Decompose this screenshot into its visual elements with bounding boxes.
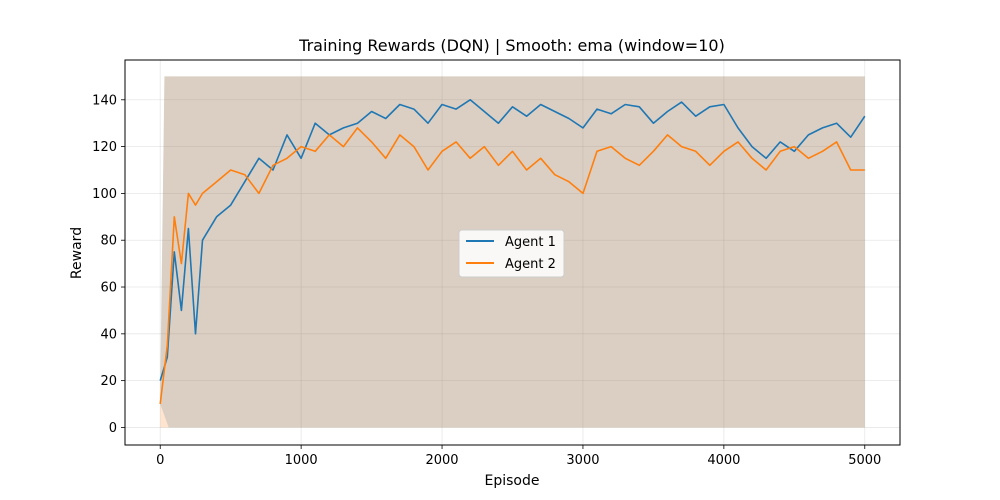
series-line-agent-2 bbox=[159, 127, 865, 405]
smoothed-lines bbox=[159, 99, 866, 405]
x-axis-label: Episode bbox=[485, 473, 540, 489]
y-axis-ticks: 0 20 40 60 80 100 120 140 bbox=[92, 93, 125, 436]
y-tick-label: 40 bbox=[100, 327, 117, 342]
y-tick-label: 80 bbox=[100, 234, 117, 249]
y-tick-label: 60 bbox=[100, 281, 117, 296]
y-tick-label: 20 bbox=[100, 374, 117, 389]
x-tick-label: 0 bbox=[156, 453, 164, 468]
x-tick-label: 4000 bbox=[707, 453, 740, 468]
x-tick-label: 5000 bbox=[848, 453, 881, 468]
y-tick-label: 100 bbox=[92, 187, 117, 202]
y-tick-label: 120 bbox=[92, 140, 117, 155]
y-tick-label: 0 bbox=[109, 421, 117, 436]
x-axis-ticks: 0 1000 2000 3000 4000 5000 bbox=[156, 445, 881, 468]
legend: Agent 1 Agent 2 bbox=[458, 229, 565, 278]
chart-title: Training Rewards (DQN) | Smooth: ema (wi… bbox=[298, 36, 725, 55]
plot-frame bbox=[124, 59, 901, 446]
x-tick-label: 2000 bbox=[425, 453, 458, 468]
x-tick-label: 3000 bbox=[566, 453, 599, 468]
x-tick-label: 1000 bbox=[285, 453, 318, 468]
series-line-agent-1 bbox=[159, 99, 866, 381]
y-tick-label: 140 bbox=[92, 93, 117, 108]
legend-label-agent-1: Agent 1 bbox=[505, 235, 556, 250]
y-axis-label: Reward bbox=[69, 227, 85, 279]
legend-label-agent-2: Agent 2 bbox=[505, 257, 556, 272]
